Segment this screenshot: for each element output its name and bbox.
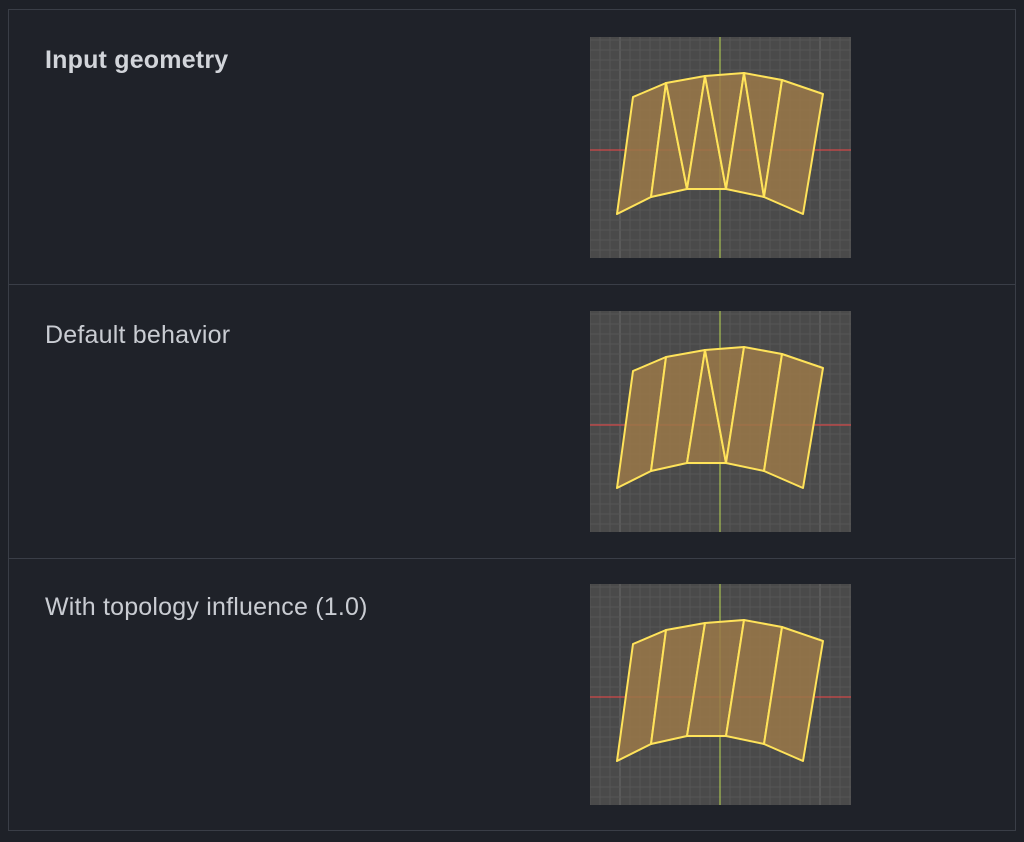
mesh-default [616,346,824,489]
row-default-behavior: Default behavior [9,284,1015,558]
mesh-image-topology [590,584,851,805]
row-label: With topology influence (1.0) [45,593,368,621]
viewport-topology-influence [590,584,851,805]
mesh-input [616,72,824,215]
row-label: Default behavior [45,321,231,349]
mesh-image-input [590,37,851,258]
row-topology-influence: With topology influence (1.0) [9,558,1015,830]
mesh-topology [616,619,824,762]
row-label: Input geometry [45,46,229,74]
viewport-input-geometry [590,37,851,258]
viewport-default-behavior [590,311,851,532]
row-input-geometry: Input geometry [9,10,1015,284]
mesh-image-default [590,311,851,532]
comparison-table: Input geometry Default [8,9,1016,831]
